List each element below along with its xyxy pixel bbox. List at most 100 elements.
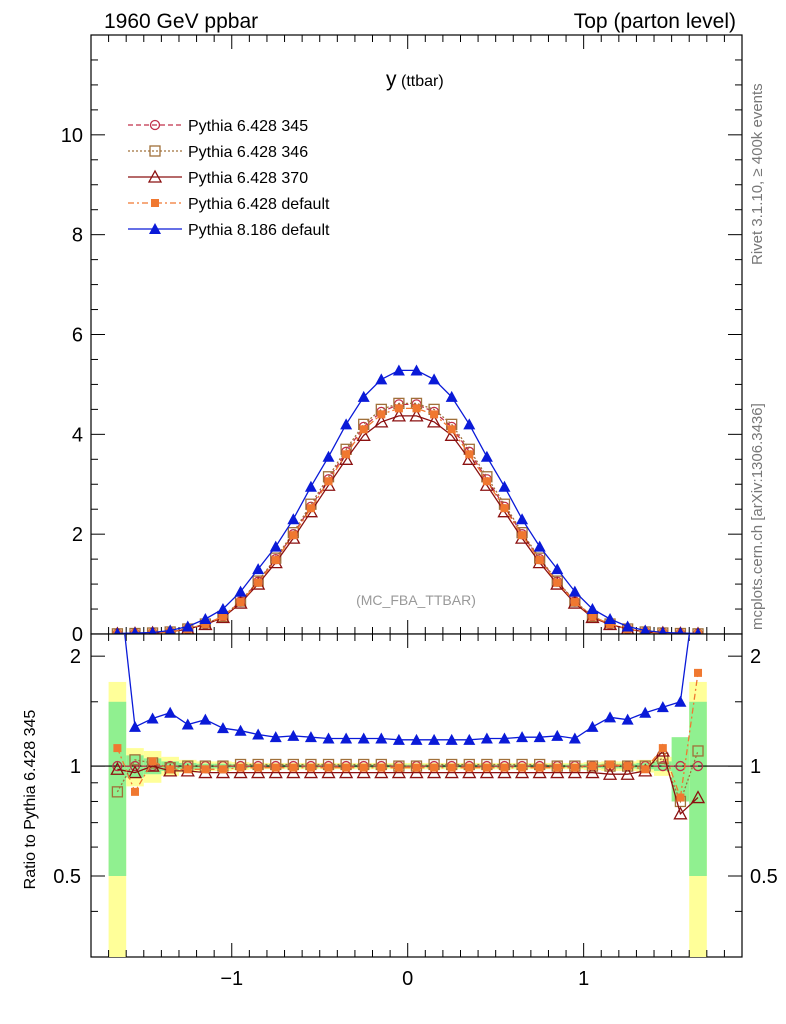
ratio-point bbox=[234, 724, 247, 736]
ratio-point bbox=[479, 765, 494, 779]
main-point bbox=[164, 624, 176, 634]
ratio-point bbox=[392, 733, 405, 745]
ratio-point bbox=[498, 732, 511, 744]
ratio-point bbox=[568, 732, 581, 744]
main-point bbox=[412, 404, 421, 413]
ratio-point bbox=[322, 732, 335, 744]
watermark: (MC_FBA_TTBAR) bbox=[356, 592, 476, 608]
legend-entry-1: Pythia 6.428 346 bbox=[128, 144, 308, 161]
ratio-xtick-label: −1 bbox=[220, 968, 243, 990]
main-ytick-label: 0 bbox=[72, 624, 83, 646]
ratio-point bbox=[500, 763, 509, 772]
ratio-point bbox=[550, 765, 565, 779]
ratio-point bbox=[357, 732, 370, 744]
ratio-ytick-label: 0.5 bbox=[53, 866, 81, 888]
ratio-ytick-label-right: 1 bbox=[750, 756, 761, 778]
ratio-point bbox=[324, 763, 333, 772]
ratio-series-line bbox=[117, 749, 699, 815]
main-point bbox=[551, 563, 564, 575]
ratio-point bbox=[621, 713, 634, 725]
ratio-point bbox=[623, 762, 632, 771]
ratio-point bbox=[359, 763, 368, 772]
ratio-point bbox=[465, 763, 474, 772]
ratio-point bbox=[129, 754, 141, 766]
header-left-label: 1960 GeV ppbar bbox=[104, 10, 258, 33]
ratio-point bbox=[146, 712, 159, 724]
ratio-point bbox=[447, 763, 456, 772]
ratio-point bbox=[269, 731, 282, 743]
main-point bbox=[216, 603, 229, 615]
main-point bbox=[518, 531, 527, 540]
main-title-sub: (ttbar) bbox=[401, 73, 444, 90]
ratio-point bbox=[410, 733, 423, 745]
ratio-point bbox=[641, 765, 650, 774]
ratio-point bbox=[342, 763, 351, 772]
ratio-point bbox=[518, 763, 527, 772]
main-frame bbox=[90, 34, 743, 635]
ratio-point bbox=[676, 793, 685, 802]
main-point bbox=[410, 364, 423, 376]
main-point bbox=[463, 418, 476, 430]
ratio-point bbox=[658, 744, 667, 753]
main-point bbox=[234, 585, 247, 597]
ratio-point bbox=[604, 711, 617, 723]
legend-label: Pythia 6.428 370 bbox=[188, 170, 308, 187]
ratio-point bbox=[588, 762, 597, 771]
main-point bbox=[289, 531, 298, 540]
ratio-point bbox=[532, 765, 547, 779]
main-point bbox=[271, 556, 280, 565]
ratio-ytick-label-right: 2 bbox=[750, 646, 761, 668]
main-point bbox=[533, 540, 546, 552]
ratio-series-line bbox=[116, 672, 699, 798]
main-point bbox=[391, 408, 407, 422]
main-point bbox=[252, 563, 265, 575]
ratio-point bbox=[304, 731, 317, 743]
ratio-point bbox=[514, 765, 530, 779]
legend-marker bbox=[149, 119, 161, 131]
main-title: y bbox=[386, 68, 397, 91]
legend-label: Pythia 8.186 default bbox=[188, 222, 330, 239]
legend-marker bbox=[149, 145, 161, 157]
main-point bbox=[444, 427, 459, 441]
main-point bbox=[621, 620, 634, 632]
legend-marker bbox=[151, 199, 159, 207]
ratio-point bbox=[128, 720, 141, 732]
header-right-label: Top (parton level) bbox=[574, 10, 736, 33]
main-point bbox=[377, 410, 386, 419]
ratio-point bbox=[303, 765, 319, 779]
ratio-point bbox=[694, 668, 703, 677]
ratio-point bbox=[412, 763, 421, 772]
ratio-point bbox=[199, 713, 212, 725]
main-point bbox=[356, 427, 371, 441]
main-ytick-label: 2 bbox=[72, 524, 83, 546]
ratio-point bbox=[306, 763, 315, 772]
main-point bbox=[500, 504, 509, 513]
ratio-point bbox=[252, 728, 265, 740]
main-point bbox=[426, 414, 442, 428]
main-point bbox=[568, 585, 581, 597]
main-point bbox=[535, 556, 544, 565]
ratio-band-green bbox=[108, 701, 127, 876]
legend-label: Pythia 6.428 346 bbox=[188, 144, 308, 161]
main-point bbox=[553, 578, 562, 587]
ratio-point bbox=[377, 763, 386, 772]
main-ytick-label: 10 bbox=[61, 125, 83, 147]
ratio-xtick-label: 1 bbox=[578, 968, 589, 990]
ratio-point bbox=[639, 706, 652, 718]
main-point bbox=[694, 627, 702, 634]
ratio-point bbox=[113, 744, 122, 753]
ratio-panel: 0.5 0.5 1 1 2 2 −1 0 1 Ratio to Pythia 6.428 345 bbox=[22, 633, 778, 990]
ratio-point bbox=[462, 765, 477, 779]
legend-entry-0: Pythia 6.428 345 bbox=[128, 118, 308, 135]
ratio-series-4 bbox=[124, 634, 690, 745]
ratio-point bbox=[374, 765, 389, 779]
ratio-point bbox=[673, 806, 688, 820]
main-point bbox=[658, 626, 667, 634]
main-point bbox=[181, 620, 194, 632]
ratio-frame bbox=[90, 633, 743, 958]
main-point bbox=[465, 450, 474, 459]
ratio-point bbox=[251, 765, 266, 779]
ratio-point bbox=[430, 763, 439, 772]
main-point bbox=[131, 627, 139, 634]
